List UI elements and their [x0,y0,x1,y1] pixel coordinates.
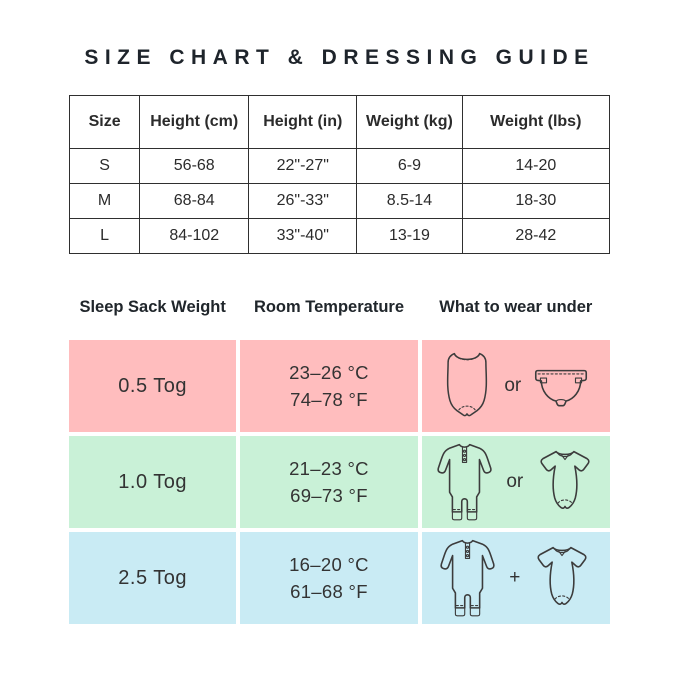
cell-height-cm: 84-102 [139,218,250,254]
tog-label: 0.5 Tog [118,374,188,397]
cell-weight-lbs: 14-20 [461,148,611,184]
tog-label: 1.0 Tog [118,470,188,493]
wear-cell-0.5: or [421,340,610,432]
tog-cell-0.5: 0.5 Tog [69,340,237,432]
size-table: Size Height (cm) Height (in) Weight (kg)… [68,95,611,254]
header-sleep-sack-weight: Sleep Sack Weight [79,298,226,316]
header-room-temperature: Room Temperature [253,298,404,316]
size-table-header-height-in: Height (in) [248,95,358,149]
size-table-header-row: Size Height (cm) Height (in) Weight (kg)… [68,95,611,149]
size-table-row-m: M 68-84 26"-33" 8.5-14 18-30 [68,183,611,219]
footed-romper-icon [434,440,496,524]
size-table-row-l: L 84-102 33"-40" 13-19 28-42 [68,218,611,254]
wear-cell-2.5: + [421,532,610,624]
temp-cell-0.5: 23–26 °C 74–78 °F [240,340,418,432]
sleeveless-bodysuit-icon [440,350,494,422]
cell-height-in: 33"-40" [248,218,358,254]
cell-weight-kg: 13-19 [356,218,463,254]
cell-size: S [68,148,141,184]
cell-height-cm: 68-84 [139,183,250,219]
short-sleeve-bodysuit-icon [530,542,594,615]
footed-romper-icon [437,536,499,620]
size-table-header-height-cm: Height (cm) [139,95,250,149]
cell-size: M [68,183,141,219]
cell-height-in: 22"-27" [248,148,358,184]
header-what-to-wear-under: What to wear under [439,298,593,316]
cell-weight-kg: 8.5-14 [356,183,463,219]
tog-cell-2.5: 2.5 Tog [69,532,237,624]
temp-fahrenheit: 61–68 °F [290,581,368,602]
cell-weight-lbs: 28-42 [461,218,611,254]
temp-cell-2.5: 16–20 °C 61–68 °F [240,532,418,624]
wear-cell-1.0: or [421,436,610,528]
connector-text: + [509,567,521,588]
temp-cell-1.0: 21–23 °C 69–73 °F [240,436,418,528]
size-table-header-weight-kg: Weight (kg) [356,95,463,149]
cell-weight-lbs: 18-30 [461,183,611,219]
temp-celsius: 16–20 °C [289,554,369,575]
short-sleeve-bodysuit-icon [533,446,597,519]
page-title: SIZE CHART & DRESSING GUIDE [84,46,595,69]
cell-weight-kg: 6-9 [356,148,463,184]
tog-label: 2.5 Tog [118,566,188,589]
temp-fahrenheit: 69–73 °F [290,485,368,506]
size-table-header-size: Size [68,95,141,149]
cell-height-in: 26"-33" [248,183,358,219]
size-table-header-weight-lbs: Weight (lbs) [461,95,611,149]
temp-celsius: 21–23 °C [289,458,369,479]
cell-size: L [68,218,141,254]
tog-cell-1.0: 1.0 Tog [69,436,237,528]
diaper-icon [531,365,591,408]
temp-celsius: 23–26 °C [289,362,369,383]
dressing-guide-grid: 0.5 Tog 23–26 °C 74–78 °F or 1.0 Tog 21–… [69,340,610,624]
connector-text: or [506,471,524,492]
infographic-canvas: SIZE CHART & DRESSING GUIDE Size Height … [68,46,611,624]
dressing-guide-headers: Sleep Sack Weight Room Temperature What … [69,298,610,317]
cell-height-cm: 56-68 [139,148,250,184]
temp-fahrenheit: 74–78 °F [290,389,368,410]
connector-text: or [504,375,522,396]
size-table-row-s: S 56-68 22"-27" 6-9 14-20 [68,148,611,184]
